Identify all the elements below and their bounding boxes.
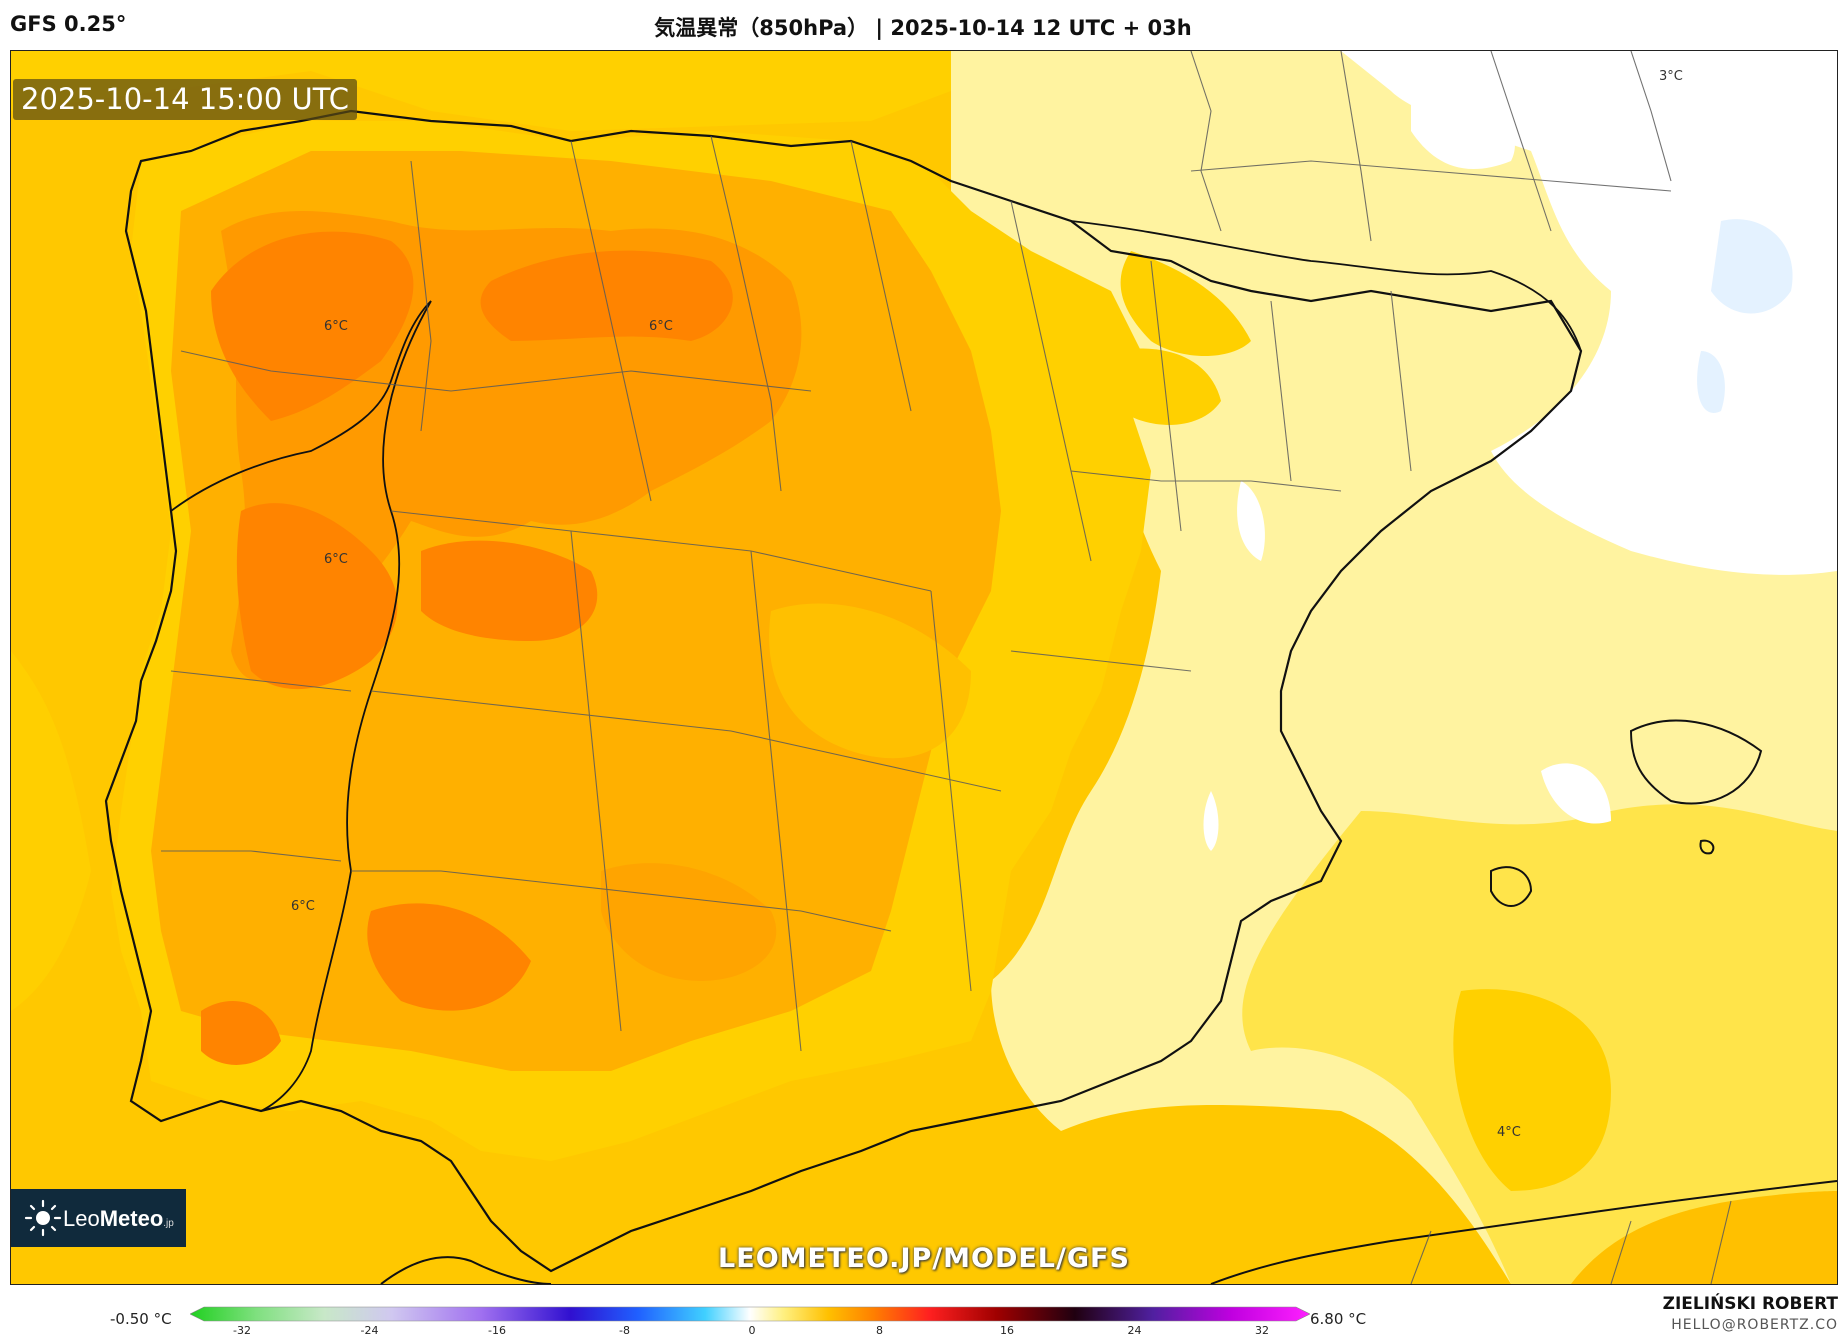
warm-cell-central bbox=[769, 603, 971, 759]
africa-warm bbox=[1571, 1191, 1837, 1284]
white-zone-ne bbox=[1341, 51, 1837, 575]
cabrera bbox=[1699, 839, 1715, 855]
white-spot-balearic bbox=[1541, 763, 1611, 824]
white-spot bbox=[1237, 481, 1265, 561]
colorbar-tick: -8 bbox=[619, 1324, 630, 1337]
white-spot-2 bbox=[1203, 791, 1219, 851]
contour-label: 4°C bbox=[1497, 1125, 1521, 1140]
ibiza bbox=[1490, 866, 1533, 907]
valid-time-badge: 2025-10-14 15:00 UTC bbox=[13, 79, 358, 120]
mid-cell-andalucia bbox=[601, 863, 777, 981]
morocco-coast bbox=[380, 1256, 552, 1284]
colorbar-tick: 8 bbox=[876, 1324, 883, 1337]
colorbar-tick: -16 bbox=[488, 1324, 506, 1337]
cold-spot bbox=[1711, 219, 1793, 314]
hot-cell-south bbox=[367, 903, 531, 1011]
cold-spot-2 bbox=[1697, 351, 1725, 413]
contour-label: 6°C bbox=[324, 319, 348, 334]
map-canvas[interactable]: 2025-10-14 15:00 UTC 6°C 6°C 6°C 6°C 3°C… bbox=[10, 50, 1838, 1285]
province-borders bbox=[161, 51, 1732, 1284]
contour-label: 3°C bbox=[1659, 69, 1683, 84]
hot-cell-leon bbox=[480, 250, 733, 341]
contour-label: 6°C bbox=[324, 552, 348, 567]
north-sea-field bbox=[11, 51, 951, 131]
author-name: ZIELIŃSKI ROBERT bbox=[1662, 1294, 1838, 1314]
colorbar-tick: -32 bbox=[233, 1324, 251, 1337]
hot-cell-algarve bbox=[201, 1001, 281, 1065]
colorbar-tick: 16 bbox=[1000, 1324, 1014, 1337]
contour-label: 6°C bbox=[649, 319, 673, 334]
author-email[interactable]: HELLO@ROBERTZ.CO bbox=[1671, 1317, 1838, 1333]
hot-cell-portugal-north bbox=[236, 503, 398, 690]
leometeo-logo[interactable]: LeoMeteo.jp bbox=[11, 1189, 186, 1247]
colorbar-tick: -24 bbox=[360, 1324, 379, 1337]
logo-wordmark: LeoMeteo.jp bbox=[63, 1206, 174, 1231]
colorbar-tick: 0 bbox=[748, 1324, 756, 1337]
colorbar-min-label: -0.50 °C bbox=[110, 1310, 172, 1328]
warm-cell-4c bbox=[1453, 989, 1611, 1191]
contour-label: 6°C bbox=[291, 899, 315, 914]
sun-icon bbox=[24, 1199, 62, 1237]
hot-cell-salamanca bbox=[421, 540, 598, 641]
anomaly-map bbox=[11, 51, 1837, 1284]
hot-cell-galicia bbox=[211, 231, 414, 421]
author-block: ZIELIŃSKI ROBERT HELLO@ROBERTZ.CO bbox=[1663, 1294, 1838, 1333]
colorbar-tick: 32 bbox=[1255, 1324, 1269, 1337]
model-name: GFS 0.25° bbox=[10, 12, 127, 36]
colorbar bbox=[190, 1306, 1310, 1322]
coastline bbox=[104, 109, 1583, 1273]
warm-cell-ebro bbox=[1111, 348, 1221, 425]
map-title: 気温異常（850hPa） | 2025-10-14 12 UTC + 03h bbox=[654, 16, 1192, 40]
white-zone-pyrenees bbox=[1411, 81, 1515, 170]
footer: -0.50 °C bbox=[0, 1284, 1846, 1338]
source-url[interactable]: LEOMETEO.JP/MODEL/GFS bbox=[718, 1243, 1130, 1274]
colorbar-tick: 24 bbox=[1127, 1324, 1142, 1337]
africa-coast bbox=[1210, 1180, 1837, 1284]
atlantic-field bbox=[11, 651, 91, 1011]
mallorca bbox=[1629, 719, 1763, 805]
colorbar-max-label: 6.80 °C bbox=[1310, 1310, 1367, 1328]
pyrenees-border bbox=[1070, 220, 1582, 352]
header: GFS 0.25° 気温異常（850hPa） | 2025-10-14 12 U… bbox=[0, 0, 1846, 50]
